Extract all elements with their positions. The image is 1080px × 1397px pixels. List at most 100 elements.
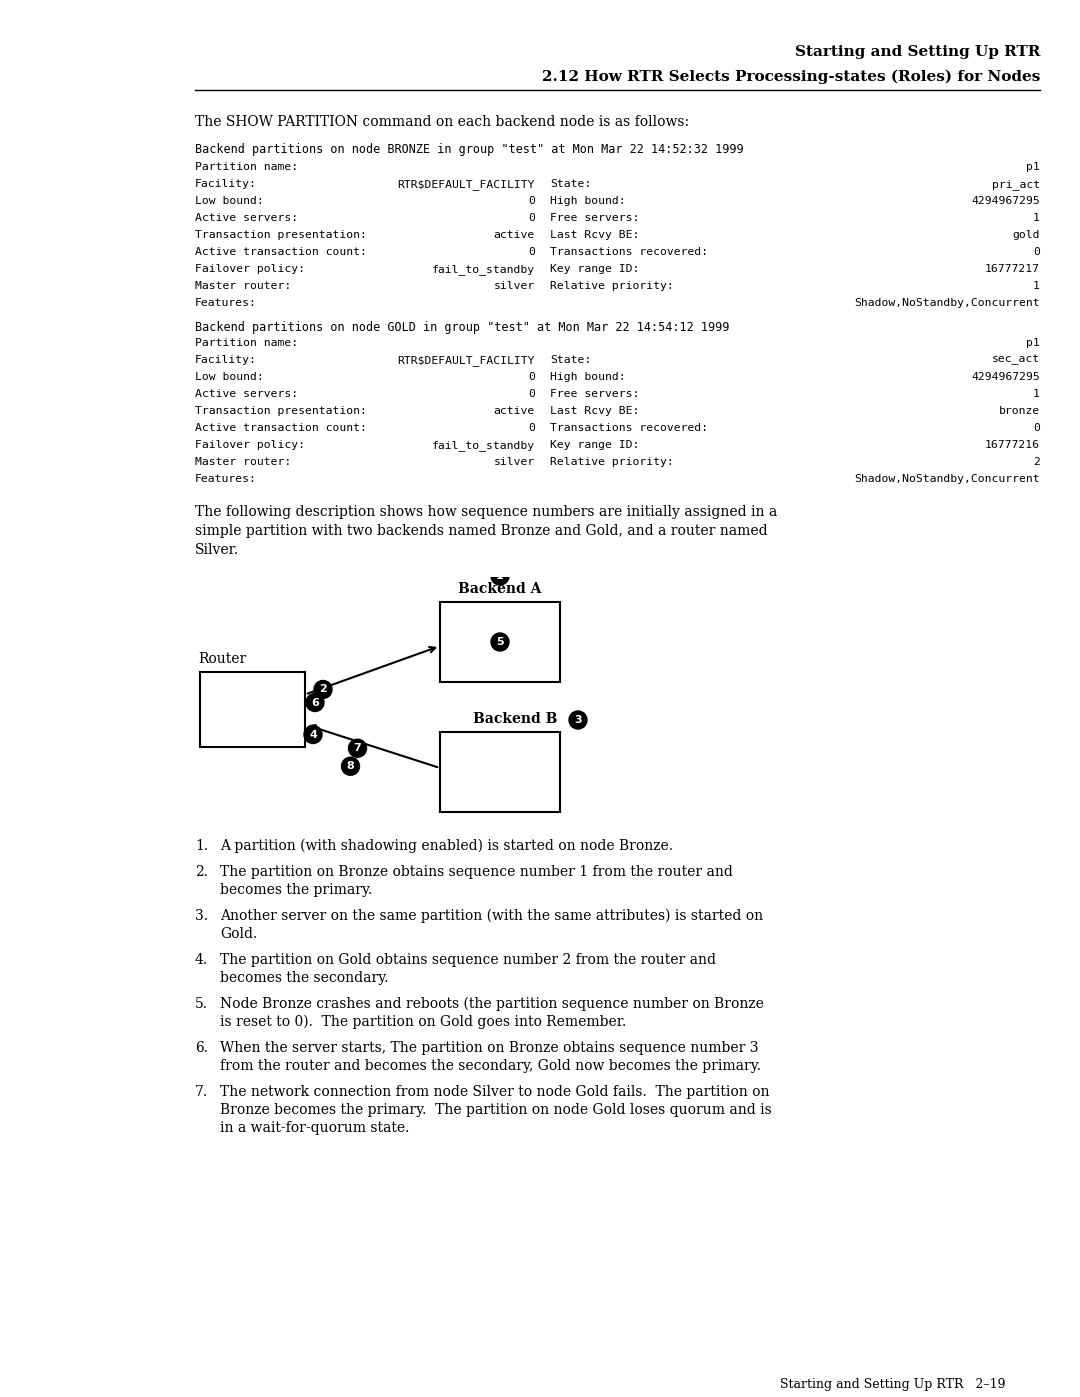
Text: 1: 1 <box>1034 212 1040 224</box>
Text: Last Rcvy BE:: Last Rcvy BE: <box>550 407 639 416</box>
Text: Bronze becomes the primary.  The partition on node Gold loses quorum and is: Bronze becomes the primary. The partitio… <box>220 1104 772 1118</box>
Text: Backend partitions on node GOLD in group "test" at Mon Mar 22 14:54:12 1999: Backend partitions on node GOLD in group… <box>195 321 729 334</box>
Circle shape <box>491 567 509 585</box>
Text: Features:: Features: <box>195 298 257 307</box>
Bar <box>440 602 561 682</box>
Text: State:: State: <box>550 179 591 189</box>
Text: 1.: 1. <box>195 840 208 854</box>
Text: Another server on the same partition (with the same attributes) is started on: Another server on the same partition (wi… <box>220 909 764 923</box>
Text: Failover policy:: Failover policy: <box>195 264 305 274</box>
Text: Active transaction count:: Active transaction count: <box>195 247 367 257</box>
Bar <box>200 672 305 747</box>
Text: Active transaction count:: Active transaction count: <box>195 423 367 433</box>
Text: 7: 7 <box>353 743 362 753</box>
Text: Low bound:: Low bound: <box>195 372 264 381</box>
Text: 3.: 3. <box>195 909 208 923</box>
Text: Features:: Features: <box>195 474 257 483</box>
Text: Node Bronze crashes and reboots (the partition sequence number on Bronze: Node Bronze crashes and reboots (the par… <box>220 997 764 1011</box>
Text: 0: 0 <box>528 372 535 381</box>
Circle shape <box>349 739 366 757</box>
Text: 1: 1 <box>1034 281 1040 291</box>
Text: 5: 5 <box>496 637 503 647</box>
Text: 4294967295: 4294967295 <box>971 196 1040 205</box>
Text: Transactions recovered:: Transactions recovered: <box>550 423 708 433</box>
Text: becomes the primary.: becomes the primary. <box>220 883 373 897</box>
Text: 0: 0 <box>528 423 535 433</box>
Text: 3: 3 <box>575 715 582 725</box>
Text: Low bound:: Low bound: <box>195 196 264 205</box>
Text: 6.: 6. <box>195 1041 208 1055</box>
Text: Starting and Setting Up RTR: Starting and Setting Up RTR <box>795 45 1040 59</box>
Text: becomes the secondary.: becomes the secondary. <box>220 971 389 985</box>
Text: Facility:: Facility: <box>195 355 257 365</box>
Text: pri_act: pri_act <box>991 179 1040 190</box>
Text: Shadow,NoStandby,Concurrent: Shadow,NoStandby,Concurrent <box>854 298 1040 307</box>
Text: 5.: 5. <box>195 997 208 1011</box>
Text: A partition (with shadowing enabled) is started on node Bronze.: A partition (with shadowing enabled) is … <box>220 840 673 854</box>
Text: Partition name:: Partition name: <box>195 338 298 348</box>
Text: Failover policy:: Failover policy: <box>195 440 305 450</box>
Text: p1: p1 <box>1026 162 1040 172</box>
Text: 16777217: 16777217 <box>985 264 1040 274</box>
Text: Silver.: Silver. <box>195 543 239 557</box>
Text: silver: silver <box>494 281 535 291</box>
Text: Router: Router <box>199 652 246 666</box>
Text: When the server starts, The partition on Bronze obtains sequence number 3: When the server starts, The partition on… <box>220 1041 758 1055</box>
Text: 0: 0 <box>1034 423 1040 433</box>
Text: is reset to 0).  The partition on Gold goes into Remember.: is reset to 0). The partition on Gold go… <box>220 1016 626 1030</box>
Text: Key range ID:: Key range ID: <box>550 440 639 450</box>
Text: State:: State: <box>550 355 591 365</box>
Text: Active servers:: Active servers: <box>195 388 298 400</box>
Bar <box>440 732 561 812</box>
Text: 2.12 How RTR Selects Processing-states (Roles) for Nodes: 2.12 How RTR Selects Processing-states (… <box>542 70 1040 84</box>
Text: High bound:: High bound: <box>550 372 625 381</box>
Text: 0: 0 <box>528 247 535 257</box>
Circle shape <box>306 693 324 711</box>
Text: 2: 2 <box>319 685 327 694</box>
Text: gold: gold <box>1013 231 1040 240</box>
Text: silver: silver <box>494 457 535 467</box>
Text: fail_to_standby: fail_to_standby <box>432 440 535 451</box>
Text: Transaction presentation:: Transaction presentation: <box>195 231 367 240</box>
Text: Free servers:: Free servers: <box>550 212 639 224</box>
Circle shape <box>341 757 360 775</box>
Text: Relative priority:: Relative priority: <box>550 281 674 291</box>
Text: The partition on Bronze obtains sequence number 1 from the router and: The partition on Bronze obtains sequence… <box>220 865 733 879</box>
Text: Facility:: Facility: <box>195 179 257 189</box>
Text: The following description shows how sequence numbers are initially assigned in a: The following description shows how sequ… <box>195 504 778 520</box>
Text: 4.: 4. <box>195 953 208 967</box>
Text: Transaction presentation:: Transaction presentation: <box>195 407 367 416</box>
Text: The network connection from node Silver to node Gold fails.  The partition on: The network connection from node Silver … <box>220 1085 769 1099</box>
Text: Gold.: Gold. <box>220 928 257 942</box>
Text: Transactions recovered:: Transactions recovered: <box>550 247 708 257</box>
Text: 2.: 2. <box>195 865 208 879</box>
Text: Starting and Setting Up RTR   2–19: Starting and Setting Up RTR 2–19 <box>780 1377 1005 1391</box>
Text: active: active <box>494 231 535 240</box>
Text: simple partition with two backends named Bronze and Gold, and a router named: simple partition with two backends named… <box>195 524 768 538</box>
Text: 1: 1 <box>496 571 504 581</box>
Text: 8: 8 <box>347 761 354 771</box>
Circle shape <box>303 725 322 743</box>
Text: active: active <box>494 407 535 416</box>
Text: 0: 0 <box>528 196 535 205</box>
Text: bronze: bronze <box>999 407 1040 416</box>
Text: RTR$DEFAULT_FACILITY: RTR$DEFAULT_FACILITY <box>397 179 535 190</box>
Text: Shadow,NoStandby,Concurrent: Shadow,NoStandby,Concurrent <box>854 474 1040 483</box>
Text: sec_act: sec_act <box>991 355 1040 366</box>
Text: Relative priority:: Relative priority: <box>550 457 674 467</box>
Text: Backend A: Backend A <box>458 583 542 597</box>
Text: 7.: 7. <box>195 1085 208 1099</box>
Text: High bound:: High bound: <box>550 196 625 205</box>
Text: 4: 4 <box>309 729 316 739</box>
Text: in a wait-for-quorum state.: in a wait-for-quorum state. <box>220 1120 409 1134</box>
Text: Active servers:: Active servers: <box>195 212 298 224</box>
Text: fail_to_standby: fail_to_standby <box>432 264 535 275</box>
Text: Master router:: Master router: <box>195 281 292 291</box>
Text: Free servers:: Free servers: <box>550 388 639 400</box>
Text: Last Rcvy BE:: Last Rcvy BE: <box>550 231 639 240</box>
Text: Backend partitions on node BRONZE in group "test" at Mon Mar 22 14:52:32 1999: Backend partitions on node BRONZE in gro… <box>195 142 744 156</box>
Text: Backend B: Backend B <box>473 712 557 726</box>
Text: 1: 1 <box>1034 388 1040 400</box>
Text: 4294967295: 4294967295 <box>971 372 1040 381</box>
Text: The partition on Gold obtains sequence number 2 from the router and: The partition on Gold obtains sequence n… <box>220 953 716 967</box>
